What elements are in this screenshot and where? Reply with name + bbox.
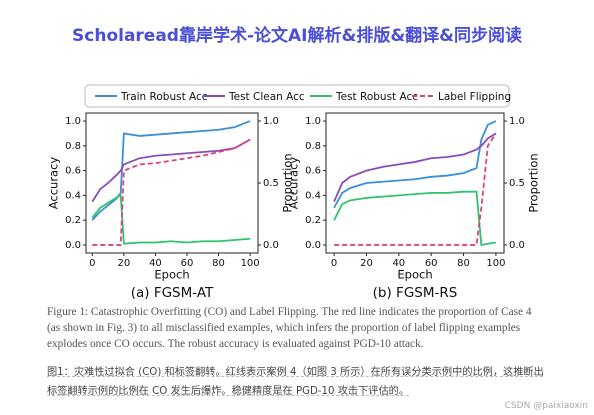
y-tick-label: 0.2 bbox=[305, 215, 321, 226]
x-tick-label: 0 bbox=[89, 258, 95, 269]
y2-tick-label: 0.0 bbox=[509, 240, 525, 251]
y-tick-label: 0.6 bbox=[65, 166, 81, 177]
x-tick-label: 80 bbox=[457, 258, 470, 269]
legend-box bbox=[84, 84, 510, 108]
y2-axis-label: Proportion bbox=[527, 153, 541, 212]
y-tick-label: 0.8 bbox=[65, 141, 81, 152]
y2-tick-label: 0.5 bbox=[263, 178, 279, 189]
x-tick-label: 20 bbox=[360, 258, 373, 269]
legend-label: Label Flipping bbox=[438, 91, 511, 103]
x-tick-label: 100 bbox=[486, 258, 505, 269]
chart-title: (b) FGSM-RS bbox=[373, 285, 458, 301]
x-tick-label: 20 bbox=[118, 258, 131, 269]
x-axis-label: Epoch bbox=[154, 268, 189, 282]
x-tick-label: 60 bbox=[425, 258, 438, 269]
series-line bbox=[91, 138, 251, 203]
series-line bbox=[334, 132, 497, 246]
x-axis-label: Epoch bbox=[397, 268, 432, 282]
watermark: CSDN @paixiaoxin bbox=[504, 401, 588, 411]
y-axis-label: Accuracy bbox=[287, 157, 301, 210]
x-tick-label: 40 bbox=[392, 258, 405, 269]
x-tick-label: 100 bbox=[241, 258, 260, 269]
y2-axis-label: Proportion bbox=[281, 153, 295, 212]
page-title: Scholaread靠岸学术-论文AI解析&排版&翻译&同步阅读 bbox=[72, 25, 522, 46]
y-tick-label: 0.0 bbox=[65, 240, 81, 251]
y-tick-label: 1.0 bbox=[65, 116, 81, 127]
series-line bbox=[333, 120, 497, 209]
y2-tick-label: 1.0 bbox=[263, 116, 279, 127]
y-tick-label: 0.2 bbox=[65, 215, 81, 226]
caption: Figure 1: Catastrophic Overfitting (CO) … bbox=[47, 306, 532, 350]
y2-tick-label: 1.0 bbox=[509, 116, 525, 127]
series-line bbox=[92, 138, 251, 246]
series-line bbox=[333, 190, 497, 247]
legend-label: Test Clean Acc bbox=[228, 91, 305, 103]
series-line bbox=[91, 120, 251, 221]
series-line bbox=[333, 132, 497, 202]
x-tick-label: 80 bbox=[212, 258, 225, 269]
y-tick-label: 0.4 bbox=[65, 190, 81, 201]
y-tick-label: 1.0 bbox=[305, 116, 321, 127]
y2-tick-label: 0.0 bbox=[263, 240, 279, 251]
legend-label: Test Robust Acc bbox=[335, 91, 418, 103]
caption-translation: 图1：灾难性过拟合 (CO) 和标签翻转。红线表示案例 4（如图 3 所示）在所… bbox=[47, 367, 544, 397]
legend-label: Train Robust Acc bbox=[120, 91, 208, 103]
y-axis-label: Accuracy bbox=[47, 157, 61, 210]
x-tick-label: 60 bbox=[181, 258, 194, 269]
x-tick-label: 40 bbox=[149, 258, 162, 269]
x-tick-label: 0 bbox=[331, 258, 337, 269]
y-tick-label: 0.4 bbox=[305, 190, 321, 201]
y-tick-label: 0.8 bbox=[305, 141, 321, 152]
chart-title: (a) FGSM-AT bbox=[131, 285, 214, 301]
y-tick-label: 0.6 bbox=[305, 166, 321, 177]
series-line bbox=[91, 193, 251, 245]
y-tick-label: 0.0 bbox=[305, 240, 321, 251]
y2-tick-label: 0.5 bbox=[509, 178, 525, 189]
